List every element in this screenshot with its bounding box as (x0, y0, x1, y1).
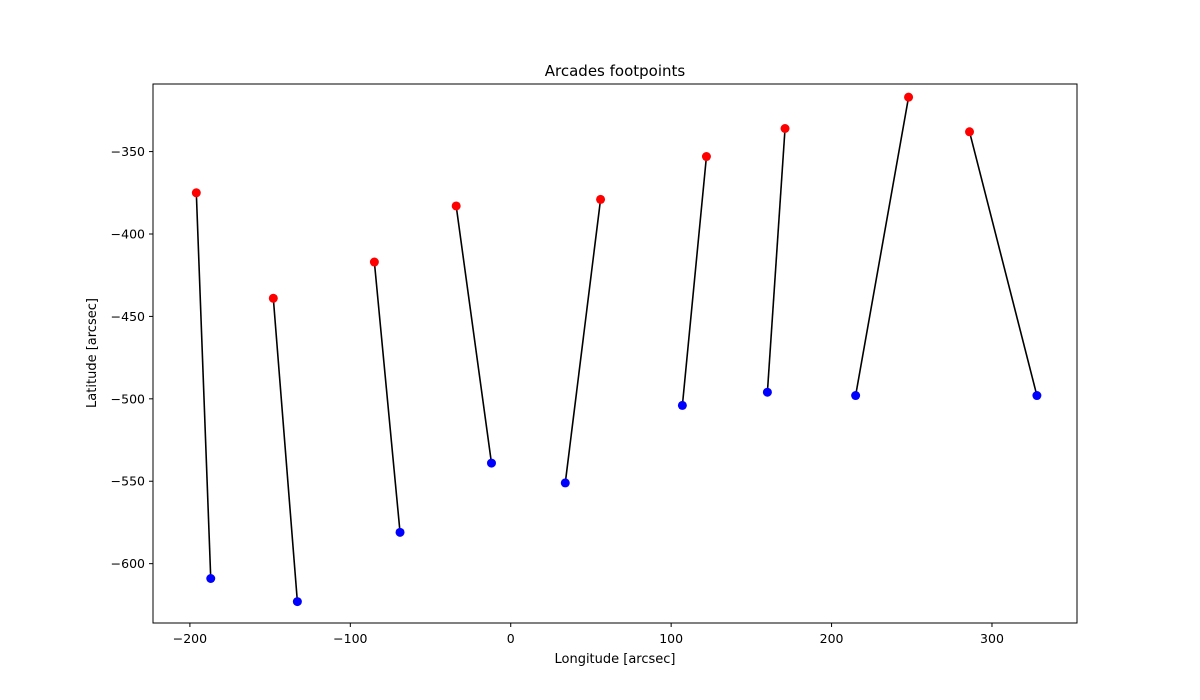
arcade-1 (191, 188, 216, 583)
plot-marks (191, 92, 1042, 607)
x-axis: −200 −100 0 100 200 300 (173, 623, 1004, 646)
start-footpoint-marker (780, 124, 790, 134)
y-tick-label: −500 (111, 391, 145, 406)
arcade-line (681, 156, 708, 406)
start-footpoint-marker (369, 257, 379, 267)
x-tick-label: 200 (820, 631, 844, 646)
y-tick-label: −450 (111, 309, 145, 324)
arcade-line (455, 205, 493, 464)
x-tick-label: −100 (333, 631, 367, 646)
x-tick-label: −200 (173, 631, 207, 646)
y-tick-label: −400 (111, 226, 145, 241)
arcade-4 (451, 201, 496, 468)
start-footpoint-marker (268, 293, 278, 303)
arcade-7 (762, 124, 790, 397)
arcade-3 (369, 257, 405, 537)
end-footpoint-marker (395, 527, 405, 537)
arcade-6 (677, 152, 711, 410)
arcade-5 (560, 194, 606, 488)
end-footpoint-marker (1032, 391, 1042, 401)
arcade-line (272, 298, 299, 602)
x-tick-label: 0 (507, 631, 515, 646)
end-footpoint-marker (677, 400, 687, 410)
arcade-2 (268, 293, 302, 607)
start-footpoint-marker (596, 194, 606, 204)
start-footpoint-marker (904, 92, 914, 102)
arcade-line (373, 261, 401, 533)
end-footpoint-marker (486, 458, 496, 468)
arcade-line (564, 199, 602, 483)
x-axis-label: Longitude [arcsec] (554, 652, 675, 667)
end-footpoint-marker (292, 597, 302, 607)
y-axis: −600 −550 −500 −450 −400 −350 (111, 144, 153, 571)
arcade-line (854, 97, 910, 396)
y-tick-label: −350 (111, 144, 145, 159)
chart-title: Arcades footpoints (545, 62, 686, 80)
x-tick-label: 100 (659, 631, 683, 646)
plot-area-frame (152, 83, 1078, 624)
start-footpoint-marker (965, 127, 975, 137)
end-footpoint-marker (851, 391, 861, 401)
y-tick-label: −550 (111, 474, 145, 489)
arcade-9 (965, 127, 1042, 401)
end-footpoint-marker (762, 387, 772, 397)
arcade-line (195, 192, 212, 579)
end-footpoint-marker (560, 478, 570, 488)
start-footpoint-marker (451, 201, 461, 211)
arcade-line (766, 128, 786, 393)
x-tick-label: 300 (980, 631, 1004, 646)
end-footpoint-marker (206, 573, 216, 583)
arcade-line (968, 131, 1038, 396)
start-footpoint-marker (701, 152, 711, 162)
arcade-8 (851, 92, 914, 401)
y-axis-label: Latitude [arcsec] (85, 298, 100, 408)
y-tick-label: −600 (111, 556, 145, 571)
start-footpoint-marker (191, 188, 201, 198)
